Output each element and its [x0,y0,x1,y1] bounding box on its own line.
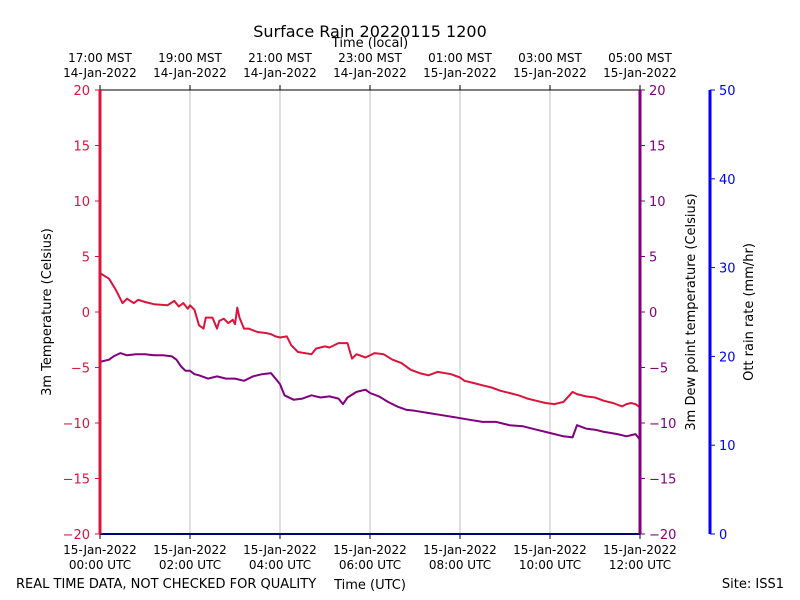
x-tick-label-local-time: 19:00 MST [158,51,222,65]
top-axis-label: Time (local) [331,36,408,51]
left-axis-tick-label: −20 [63,528,90,543]
x-tick-label-utc-time: 02:00 UTC [159,558,221,572]
right-axis-label-dewpoint: 3m Dew point temperature (Celsius) [684,193,699,430]
series-line-3m-temperature [99,272,641,409]
rain-rate-axis-tick-label: 10 [719,439,736,454]
dewpoint-axis-tick-label: 20 [649,84,666,99]
rain-rate-axis-tick-label: 50 [719,84,736,99]
dewpoint-axis-tick-label: −15 [649,473,676,488]
dewpoint-axis-tick-label: −5 [649,362,668,377]
left-axis-label: 3m Temperature (Celsius) [40,228,55,396]
x-tick-label-utc-time: 12:00 UTC [609,558,671,572]
x-tick-label-utc-date: 15-Jan-2022 [333,543,407,557]
x-tick-label-utc-time: 10:00 UTC [519,558,581,572]
x-tick-label-local-time: 01:00 MST [428,51,492,65]
dewpoint-axis-tick-label: 10 [649,195,666,210]
left-axis-tick-label: −15 [63,473,90,488]
dewpoint-axis-tick-label: 0 [649,306,657,321]
x-tick-label-local-date: 15-Jan-2022 [603,66,677,80]
x-tick-label-utc-date: 15-Jan-2022 [423,543,497,557]
left-axis-tick-label: 20 [73,84,90,99]
left-axis-tick-label: 0 [82,306,90,321]
x-tick-label-local-date: 15-Jan-2022 [513,66,587,80]
series-line-3m-dew-point-temperature [99,352,641,441]
left-axis-tick-label: −10 [63,417,90,432]
rain-rate-axis-tick-label: 0 [719,528,727,543]
x-tick-label-utc-date: 15-Jan-2022 [243,543,317,557]
left-axis-tick-label: 10 [73,195,90,210]
dewpoint-axis-tick-label: 5 [649,251,657,266]
dewpoint-axis-tick-label: −20 [649,528,676,543]
left-axis-tick-label: 15 [73,140,90,155]
x-tick-label-local-date: 14-Jan-2022 [333,66,407,80]
x-axis-label: Time (UTC) [333,578,406,593]
chart-title: Surface Rain 20220115 1200 [253,22,487,41]
x-tick-label-utc-time: 00:00 UTC [69,558,131,572]
x-tick-label-utc-date: 15-Jan-2022 [513,543,587,557]
x-tick-label-utc-date: 15-Jan-2022 [63,543,137,557]
dewpoint-axis-tick-label: 15 [649,140,666,155]
rain-rate-axis-tick-label: 30 [719,262,736,277]
x-tick-label-local-date: 14-Jan-2022 [153,66,227,80]
x-tick-label-local-time: 21:00 MST [248,51,312,65]
rain-rate-axis-tick-label: 20 [719,350,736,365]
x-tick-label-local-time: 17:00 MST [68,51,132,65]
x-tick-label-local-time: 23:00 MST [338,51,402,65]
x-tick-label-utc-time: 06:00 UTC [339,558,401,572]
footer-quality-note: REAL TIME DATA, NOT CHECKED FOR QUALITY [16,577,316,592]
footer-site: Site: ISS1 [722,577,784,592]
grid-lines [189,90,551,534]
x-tick-label-local-date: 14-Jan-2022 [243,66,317,80]
x-tick-label-local-time: 03:00 MST [518,51,582,65]
axes: −20−15−10−505101520−20−15−10−50510152001… [63,51,736,572]
x-tick-label-local-date: 14-Jan-2022 [63,66,137,80]
rain-rate-axis-tick-label: 40 [719,173,736,188]
dewpoint-axis-tick-label: −10 [649,417,676,432]
x-tick-label-local-date: 15-Jan-2022 [423,66,497,80]
x-tick-label-local-time: 05:00 MST [608,51,672,65]
x-tick-label-utc-date: 15-Jan-2022 [153,543,227,557]
left-axis-tick-label: −5 [71,362,90,377]
x-tick-label-utc-time: 08:00 UTC [429,558,491,572]
x-tick-label-utc-time: 04:00 UTC [249,558,311,572]
x-tick-label-utc-date: 15-Jan-2022 [603,543,677,557]
left-axis-tick-label: 5 [82,251,90,266]
right-axis-label-rain-rate: Ott rain rate (mm/hr) [742,243,757,381]
